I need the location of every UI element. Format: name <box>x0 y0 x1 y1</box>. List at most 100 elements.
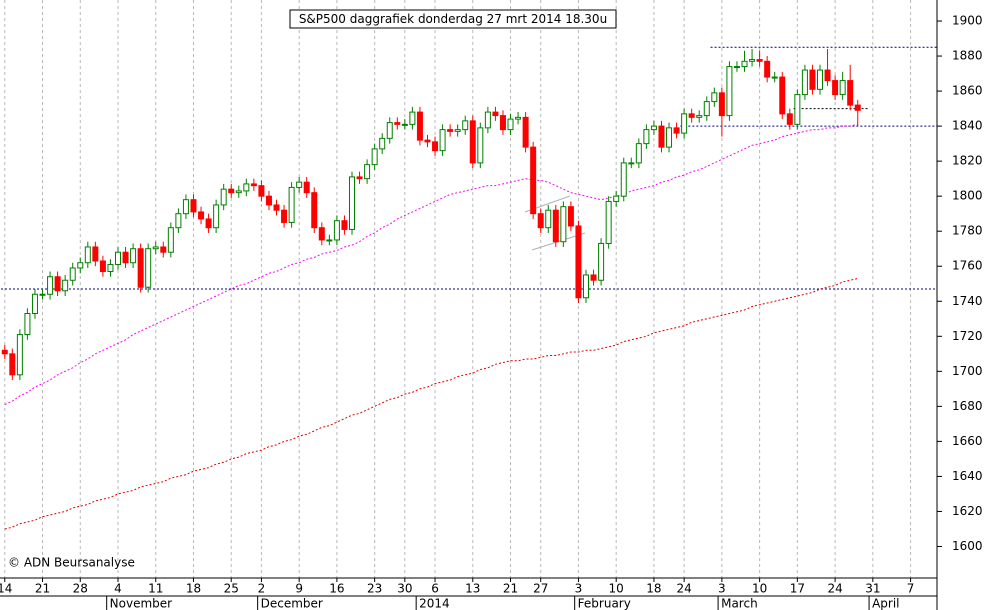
x-tick-label: 10 <box>752 582 767 596</box>
candle-body <box>552 209 559 243</box>
candle-body <box>198 211 205 220</box>
candle-body <box>484 111 491 129</box>
candle-body <box>598 242 605 281</box>
candle-body <box>809 69 816 90</box>
candle-body <box>130 248 137 264</box>
candle-body <box>499 115 506 131</box>
candle-body <box>628 162 635 165</box>
candle-body <box>273 204 280 211</box>
candle-body <box>575 225 582 299</box>
y-tick-label: 1680 <box>952 399 983 413</box>
candle-body <box>107 263 114 272</box>
x-tick-label: 14 <box>0 582 12 596</box>
month-label: February <box>578 597 631 610</box>
candle-body <box>175 213 182 229</box>
candle-body <box>145 248 152 288</box>
x-tick-label: 7 <box>907 582 915 596</box>
x-tick-label: 6 <box>431 582 439 596</box>
x-tick-label: 10 <box>609 582 624 596</box>
candle-body <box>515 116 522 120</box>
candle-body <box>16 334 23 376</box>
month-label: April <box>872 597 899 610</box>
chart-title: S&P500 daggrafiek donderdag 27 mrt 2014 … <box>299 12 607 26</box>
y-tick-label: 1900 <box>952 14 983 28</box>
y-tick-label: 1620 <box>952 504 983 518</box>
x-tick-label: 23 <box>367 582 382 596</box>
candle-body <box>250 183 257 187</box>
candle-body <box>84 246 91 264</box>
candle-body <box>69 267 76 281</box>
candle-body <box>658 125 665 148</box>
x-tick-label: 24 <box>676 582 691 596</box>
candle-body <box>477 127 484 164</box>
x-tick-label: 2 <box>258 582 266 596</box>
x-tick-label: 3 <box>718 582 726 596</box>
x-tick-label: 18 <box>646 582 661 596</box>
x-tick-label: 9 <box>295 582 303 596</box>
candle-body <box>650 125 657 131</box>
candle-body <box>356 176 363 180</box>
moving-average <box>4 278 858 530</box>
y-tick-label: 1840 <box>952 119 983 133</box>
x-tick-label: 11 <box>148 582 163 596</box>
candle-body <box>31 293 38 315</box>
candle-body <box>605 200 612 244</box>
candle-body <box>771 76 778 79</box>
candle-body <box>115 251 121 265</box>
candle-body <box>62 279 69 292</box>
candle-body <box>643 129 650 145</box>
candle-body <box>741 60 748 68</box>
candle-body <box>137 248 144 288</box>
candle-body <box>92 246 99 262</box>
candle-body <box>303 181 310 194</box>
candle-body <box>394 122 401 125</box>
candle-body <box>681 113 688 134</box>
candle-body <box>507 118 514 131</box>
candle-body <box>764 60 771 78</box>
y-tick-label: 1700 <box>952 364 983 378</box>
candle-body <box>530 146 537 215</box>
candle-body <box>167 227 174 253</box>
x-tick-label: 17 <box>790 582 805 596</box>
moving-average <box>4 123 858 406</box>
candle-body <box>492 111 499 117</box>
y-tick-label: 1640 <box>952 469 983 483</box>
candle-body <box>296 181 303 188</box>
candle-body <box>160 246 167 253</box>
candle-body <box>854 104 861 111</box>
candle-body <box>424 139 431 143</box>
candle-body <box>567 206 574 227</box>
y-tick-label: 1760 <box>952 259 983 273</box>
x-tick-label: 16 <box>329 582 344 596</box>
candle-body <box>545 209 552 229</box>
candle-body <box>288 186 295 223</box>
candle-body <box>779 76 786 115</box>
y-tick-label: 1860 <box>952 84 983 98</box>
candle-body <box>462 120 469 131</box>
candle-body <box>839 80 846 96</box>
candle-body <box>432 141 439 152</box>
candle-body <box>635 143 642 164</box>
candle-body <box>794 94 801 125</box>
candle-body <box>152 246 159 250</box>
candle-body <box>522 116 529 148</box>
candle-body <box>386 122 393 139</box>
candle-body <box>318 227 325 241</box>
candle-body <box>9 353 16 376</box>
copyright: © ADN Beursanalyse <box>8 556 135 570</box>
candle-body <box>756 59 763 62</box>
x-tick-label: 13 <box>465 582 480 596</box>
x-tick-label: 21 <box>503 582 518 596</box>
candle-body <box>24 313 31 336</box>
month-label: March <box>721 597 758 610</box>
candle-body <box>733 66 740 69</box>
x-tick-label: 21 <box>35 582 50 596</box>
candle-body <box>122 251 129 264</box>
y-tick-label: 1780 <box>952 224 983 238</box>
candle-body <box>439 129 446 152</box>
candle-body <box>469 120 476 164</box>
x-tick-label: 24 <box>827 582 842 596</box>
candle-body <box>77 262 84 269</box>
x-tick-label: 3 <box>575 582 583 596</box>
candle-body <box>265 195 272 206</box>
